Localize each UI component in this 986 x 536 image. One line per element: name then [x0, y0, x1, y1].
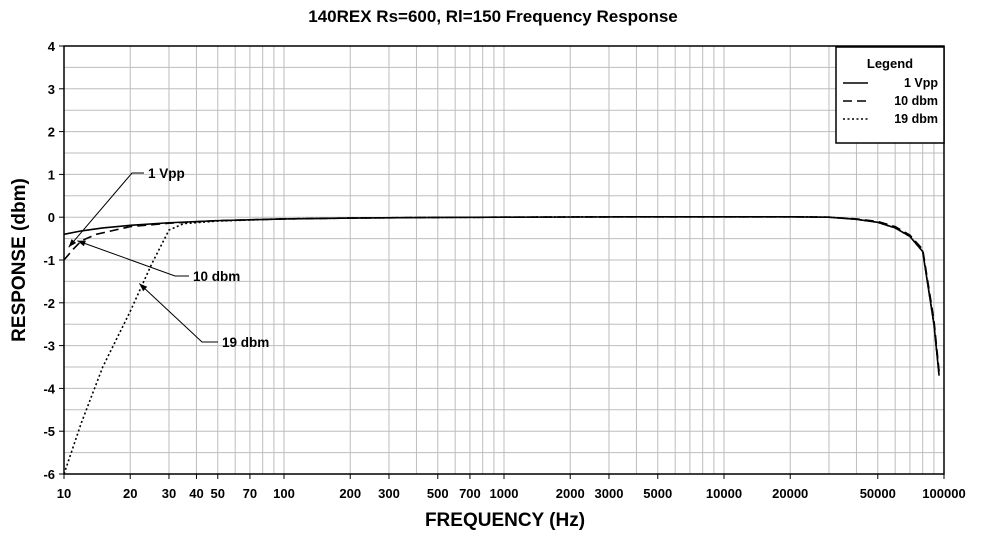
- series-line-19-dbm: [63, 215, 940, 475]
- annotation-arrowhead: [77, 240, 86, 247]
- annotations: 1 Vpp 10 dbm 19 dbm: [68, 166, 269, 350]
- y-tick-label: 1: [48, 167, 55, 182]
- legend-label-1-vpp: 1 Vpp: [904, 76, 938, 90]
- x-tick-label: 50: [211, 486, 225, 501]
- legend-box: [835, 46, 945, 144]
- x-tick-label: 100: [273, 486, 295, 501]
- y-tick-label: -1: [43, 253, 55, 268]
- x-tick-label: 200: [339, 486, 361, 501]
- annotation-arrowhead: [139, 283, 148, 292]
- x-tick-label: 1000: [490, 486, 519, 501]
- x-tick-label: 700: [459, 486, 481, 501]
- x-tick-label: 40: [189, 486, 203, 501]
- y-tick-label: -5: [43, 424, 55, 439]
- y-axis-ticks: 4 3 2 1 0 -1 -2 -3 -4 -5 -6: [43, 39, 64, 482]
- x-tick-label: 3000: [595, 486, 624, 501]
- series-line-1-vpp: [63, 215, 940, 376]
- y-tick-label: -3: [43, 339, 55, 354]
- x-axis-ticks: 10 20 30 40 50 70 100 200 300 500 700 1000 2000 3000 5…: [57, 474, 966, 501]
- y-tick-label: -2: [43, 296, 55, 311]
- x-tick-label: 500: [427, 486, 449, 501]
- annotation-label: 19 dbm: [222, 335, 269, 350]
- x-tick-label: 50000: [860, 486, 896, 501]
- legend-title: Legend: [867, 56, 913, 71]
- legend-label-19-dbm: 19 dbm: [894, 112, 938, 126]
- annotation-label: 1 Vpp: [148, 166, 185, 181]
- grid-lines: [64, 46, 944, 474]
- x-tick-label: 10: [57, 486, 71, 501]
- y-axis-label: RESPONSE (dbm): [9, 178, 30, 342]
- x-tick-label: 5000: [643, 486, 672, 501]
- x-tick-label: 10000: [706, 486, 742, 501]
- chart-title: 140REX Rs=600, Rl=150 Frequency Response: [308, 7, 677, 26]
- x-axis-label: FREQUENCY (Hz): [425, 510, 585, 531]
- annotation-leader: [77, 240, 189, 277]
- annotation-leader: [138, 283, 218, 343]
- series-line-10-dbm: [63, 215, 940, 372]
- annotation-arrowhead: [68, 239, 77, 248]
- x-tick-label: 100000: [922, 486, 965, 501]
- y-tick-label: 3: [48, 82, 55, 97]
- y-tick-label: -4: [43, 381, 55, 396]
- x-tick-label: 20: [123, 486, 137, 501]
- y-tick-label: 0: [48, 210, 55, 225]
- x-tick-label: 70: [243, 486, 257, 501]
- legend: Legend 1 Vpp 10 dbm 19 dbm: [835, 46, 945, 144]
- x-tick-label: 30: [162, 486, 176, 501]
- y-tick-label: 4: [48, 39, 56, 54]
- x-tick-label: 300: [378, 486, 400, 501]
- annotation-leader: [68, 172, 144, 248]
- annotation-label: 10 dbm: [193, 269, 240, 284]
- y-tick-label: 2: [48, 125, 55, 140]
- series-lines: [63, 215, 940, 475]
- y-tick-label: -6: [43, 467, 55, 482]
- x-tick-label: 20000: [772, 486, 808, 501]
- x-tick-label: 2000: [556, 486, 585, 501]
- legend-label-10-dbm: 10 dbm: [894, 94, 938, 108]
